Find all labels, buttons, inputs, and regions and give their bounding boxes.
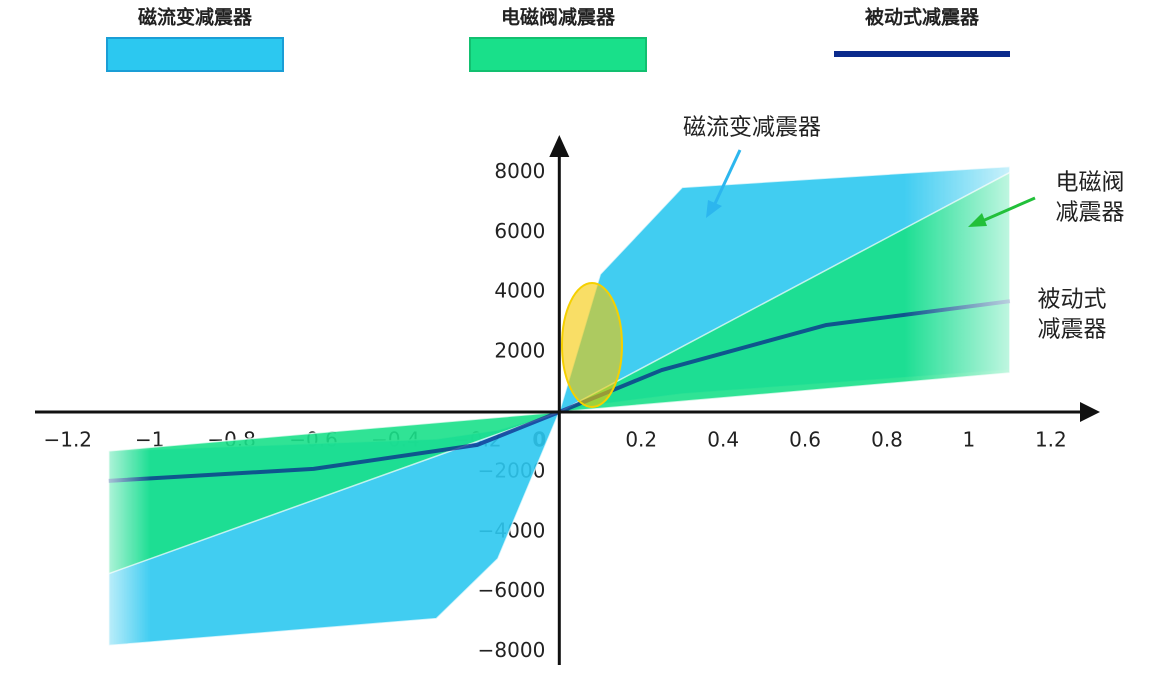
axes bbox=[35, 135, 1100, 665]
x-tick-label: 1 bbox=[963, 427, 976, 451]
annotation-arrow-head bbox=[968, 213, 987, 227]
x-axis-arrow bbox=[1080, 401, 1100, 422]
y-tick-label: −6000 bbox=[478, 578, 546, 602]
annotation: 电磁阀 bbox=[1056, 170, 1125, 196]
x-tick-label: 0.4 bbox=[707, 427, 739, 451]
legend-label: 电磁阀减震器 bbox=[501, 6, 616, 29]
legend-label: 被动式减震器 bbox=[865, 6, 980, 29]
legend-swatch bbox=[106, 37, 284, 72]
annotation-arrow-head bbox=[706, 200, 722, 218]
annotation: 减震器 bbox=[1038, 317, 1107, 343]
y-tick-label: 2000 bbox=[494, 339, 545, 363]
x-tick-label: 1.2 bbox=[1035, 427, 1067, 451]
y-tick-label: 6000 bbox=[494, 219, 545, 243]
legend-label: 磁流变减震器 bbox=[138, 6, 253, 29]
y-tick-label: 8000 bbox=[494, 159, 545, 183]
annotation-arrow bbox=[710, 149, 742, 211]
x-tick-label: 0.8 bbox=[871, 427, 903, 451]
highlight-ellipse bbox=[561, 282, 623, 408]
y-tick-label: 4000 bbox=[494, 279, 545, 303]
x-tick-label: 0.6 bbox=[789, 427, 821, 451]
y-tick-label: −8000 bbox=[478, 638, 546, 662]
y-axis-arrow bbox=[549, 135, 570, 157]
x-tick-label: −1.2 bbox=[43, 427, 92, 451]
x-tick-label: 0.2 bbox=[625, 427, 657, 451]
legend: 磁流变减震器 电磁阀减震器 被动式减震器 bbox=[106, 6, 1010, 72]
legend-swatch bbox=[469, 37, 647, 72]
annotation: 磁流变减震器 bbox=[683, 115, 821, 141]
annotation: 被动式 bbox=[1038, 287, 1107, 313]
annotation: 减震器 bbox=[1056, 200, 1125, 226]
annotation-arrow bbox=[979, 196, 1036, 224]
